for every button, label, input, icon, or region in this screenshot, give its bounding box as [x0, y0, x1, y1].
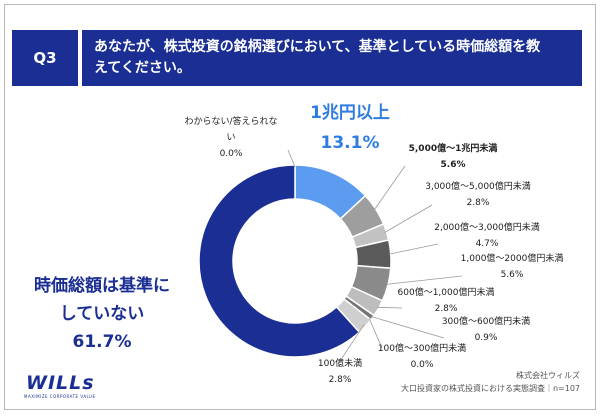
- slice-not-based: [198, 164, 361, 358]
- label-not-based-name-2: していない: [59, 304, 145, 324]
- logo-tagline: MAXIMIZE CORPORATE VALUE: [24, 394, 96, 399]
- label-300-600: 300億〜600億円未満 0.9%: [426, 314, 546, 346]
- label-1000-2000-value: 5.6%: [500, 270, 524, 280]
- label-1t-plus-value: 13.1%: [320, 133, 380, 153]
- label-5000-1t-name: 5,000億〜1兆円未満: [408, 144, 498, 154]
- leader-600-1000: [376, 306, 403, 309]
- leader-under-100: [337, 324, 365, 365]
- footer-survey: 大口投資家の株式投資における実態調査｜n=107: [400, 384, 580, 393]
- label-300-600-value: 0.9%: [474, 333, 498, 343]
- label-600-1000-value: 2.8%: [434, 304, 458, 314]
- leader-unknown: [287, 149, 296, 168]
- label-300-600-name: 300億〜600億円未満: [441, 317, 531, 327]
- label-unknown: わからない/答えられな い 0.0%: [172, 114, 290, 162]
- label-under-100-value: 2.8%: [328, 375, 352, 385]
- label-5000-1t: 5,000億〜1兆円未満 5.6%: [398, 141, 508, 173]
- label-100-300-name: 100億〜300億円未満: [377, 344, 467, 354]
- label-unknown-value: 0.0%: [219, 149, 243, 159]
- leader-1000-2000: [386, 275, 463, 285]
- label-2000-3000-name: 2,000億〜3,000億円未満: [434, 223, 540, 233]
- label-2000-3000: 2,000億〜3,000億円未満 4.7%: [427, 220, 547, 252]
- leader-3000-5000: [384, 204, 433, 233]
- label-3000-5000-name: 3,000億〜5,000億円未満: [425, 182, 531, 192]
- label-1000-2000-name: 1,000億〜2000億円未満: [460, 254, 564, 264]
- label-3000-5000-value: 2.8%: [466, 198, 490, 208]
- leader-300-600: [370, 316, 445, 339]
- question-text-line2: えてください。: [94, 60, 191, 76]
- label-not-based: 時価総額は基準に していない 61.7%: [16, 272, 188, 356]
- label-3000-5000: 3,000億〜5,000億円未満 2.8%: [418, 179, 538, 211]
- label-under-100-name: 100億未満: [317, 359, 363, 369]
- label-100-300-value: 0.0%: [410, 360, 434, 370]
- label-unknown-name-2: い: [226, 133, 236, 143]
- label-not-based-value: 61.7%: [72, 332, 132, 352]
- label-600-1000-name: 600億〜1,000億円未満: [397, 288, 495, 298]
- question-badge: Q3: [12, 30, 78, 86]
- wills-logo: WILLs MAXIMIZE CORPORATE VALUE: [22, 372, 112, 399]
- label-1000-2000: 1,000億〜2000億円未満 5.6%: [452, 251, 572, 283]
- leader-100-300: [368, 318, 383, 349]
- label-100-300: 100億〜300億円未満 0.0%: [362, 341, 482, 373]
- question-text-line1: あなたが、株式投資の銘柄選びにおいて、基準としている時価総額を教: [94, 39, 541, 55]
- footer-company: 株式会社ウィルズ: [516, 371, 580, 380]
- label-1t-plus: 1兆円以上 13.1%: [300, 98, 400, 158]
- logo-wordmark: WILLs: [26, 372, 95, 394]
- label-600-1000: 600億〜1,000億円未満 2.8%: [386, 285, 506, 317]
- label-under-100: 100億未満 2.8%: [300, 356, 380, 388]
- label-5000-1t-value: 5.6%: [440, 160, 466, 170]
- question-text: あなたが、株式投資の銘柄選びにおいて、基準としている時価総額を教 えてください。: [82, 30, 582, 86]
- label-not-based-name-1: 時価総額は基準に: [34, 276, 170, 296]
- leader-5000-1t: [373, 165, 406, 211]
- label-2000-3000-value: 4.7%: [475, 239, 499, 249]
- label-unknown-name-1: わからない/答えられな: [184, 117, 278, 127]
- label-1t-plus-name: 1兆円以上: [310, 103, 390, 123]
- leader-2000-3000: [388, 243, 439, 255]
